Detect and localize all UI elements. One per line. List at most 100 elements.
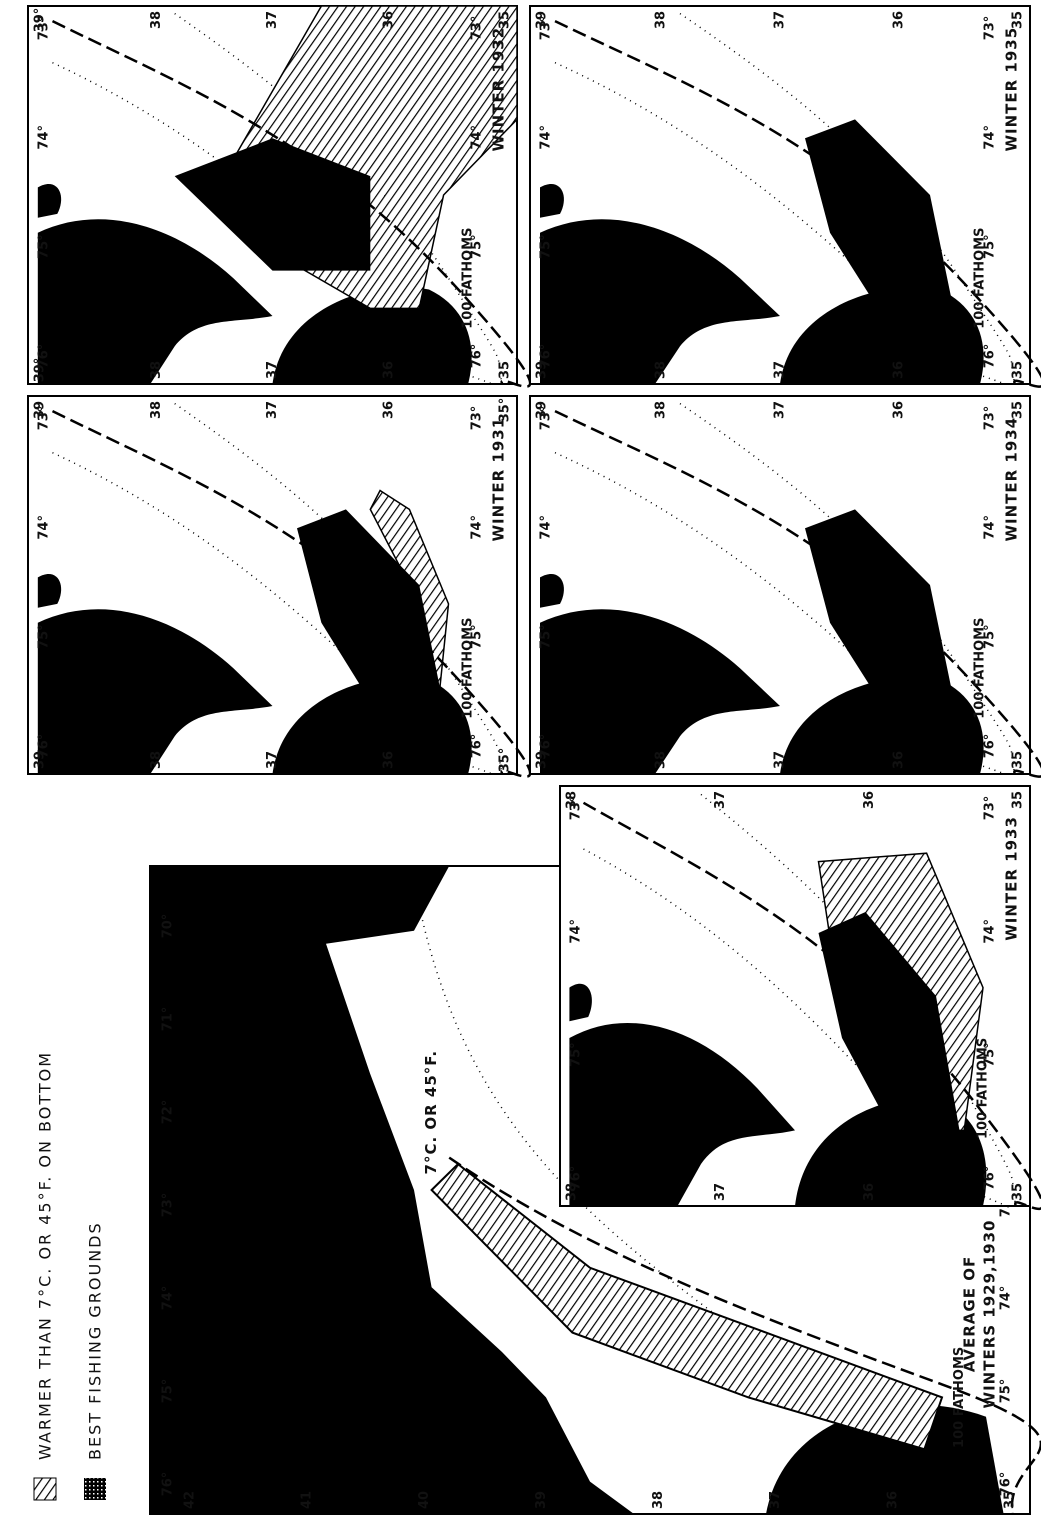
longitude-label: 76°	[37, 734, 52, 759]
longitude-label: 73°	[539, 406, 554, 431]
latitude-label: 36	[892, 401, 907, 419]
longitude-label: 74°	[569, 919, 584, 944]
longitude-label: 75°	[983, 234, 998, 259]
latitude-label: 35°	[498, 748, 513, 773]
longitude-label: 76°	[161, 1472, 176, 1497]
latitude-label: 37	[265, 401, 280, 419]
latitude-label: 35	[1011, 361, 1026, 379]
panel-title: WINTER 1931	[490, 417, 508, 542]
latitude-label: 36	[892, 361, 907, 379]
latitude-label: 38	[149, 401, 164, 419]
longitude-label: 73°	[983, 406, 998, 431]
map-panel: 100 FATHOMS3939383837373636353576°76°75°…	[530, 6, 1041, 387]
latitude-label: 37	[265, 361, 280, 379]
panel-title: WINTER 1933	[1003, 816, 1021, 941]
latitude-label: 39	[534, 1491, 549, 1509]
latitude-label: 37	[713, 1183, 728, 1201]
land	[38, 574, 61, 608]
latitude-label: 35	[1011, 751, 1026, 769]
panel-title: WINTER 1934	[1003, 417, 1021, 542]
latitude-label: 35	[1011, 11, 1026, 29]
latitude-label: 36	[862, 791, 877, 809]
legend-label: BEST FISHING GROUNDS	[86, 1221, 105, 1460]
latitude-label: 37	[773, 751, 788, 769]
longitude-label: 73°	[983, 16, 998, 41]
longitude-label: 75°	[983, 1042, 998, 1067]
longitude-label: 76°	[983, 1166, 998, 1191]
longitude-label: 74°	[37, 515, 52, 540]
longitude-label: 76°	[470, 344, 485, 369]
latitude-label: 37	[768, 1491, 783, 1509]
longitude-label: 73°	[37, 16, 52, 41]
longitude-label: 76°	[983, 344, 998, 369]
figure: WARMER THAN 7°C. OR 45°F. ON BOTTOM BEST…	[0, 0, 1041, 1522]
latitude-label: 37	[773, 401, 788, 419]
map-title: AVERAGE OF	[961, 1256, 979, 1372]
latitude-label: 37	[773, 11, 788, 29]
latitude-label: 36	[862, 1183, 877, 1201]
panel-title: WINTER 1932	[490, 27, 508, 152]
longitude-label: 75°	[539, 234, 554, 259]
land	[540, 184, 564, 218]
longitude-label: 76°	[999, 1472, 1014, 1497]
latitude-label: 37	[773, 361, 788, 379]
longitude-label: 75°	[161, 1379, 176, 1404]
latitude-label: 35	[1011, 401, 1026, 419]
latitude-label: 35	[1011, 791, 1026, 809]
latitude-label: 41	[300, 1491, 315, 1509]
legend-swatch-fishing	[84, 1478, 106, 1500]
longitude-label: 73°	[37, 406, 52, 431]
latitude-label: 37	[265, 11, 280, 29]
latitude-label: 36	[381, 11, 396, 29]
latitude-label: 36	[381, 361, 396, 379]
longitude-label: 73°	[569, 796, 584, 821]
longitude-label: 75°	[470, 234, 485, 259]
land	[569, 984, 591, 1021]
legend-swatch-warm	[34, 1478, 56, 1500]
longitude-label: 75°	[37, 234, 52, 259]
longitude-label: 75°	[999, 1379, 1014, 1404]
latitude-label: 35	[1011, 1183, 1026, 1201]
longitude-label: 75°	[470, 624, 485, 649]
longitude-label: 74°	[539, 125, 554, 150]
latitude-label: 38	[654, 361, 669, 379]
longitude-label: 75°	[539, 624, 554, 649]
longitude-label: 74°	[983, 919, 998, 944]
latitude-label: 38	[149, 361, 164, 379]
latitude-label: 38	[654, 401, 669, 419]
latitude-label: 36	[892, 11, 907, 29]
latitude-label: 37	[265, 751, 280, 769]
latitude-label: 36	[885, 1491, 900, 1509]
latitude-label: 35	[498, 361, 513, 379]
longitude-label: 75°	[569, 1042, 584, 1067]
map-panel: 100 FATHOMS39°39°383837373636353576°76°7…	[28, 6, 530, 387]
longitude-label: 74°	[983, 515, 998, 540]
longitude-label: 74°	[539, 515, 554, 540]
longitude-label: 76°	[569, 1166, 584, 1191]
longitude-label: 76°	[539, 344, 554, 369]
latitude-label: 40	[417, 1491, 432, 1509]
latitude-label: 36	[381, 401, 396, 419]
latitude-label: 38	[149, 11, 164, 29]
longitude-label: 74°	[999, 1286, 1014, 1311]
latitude-label: 37	[713, 791, 728, 809]
longitude-label: 76°	[539, 734, 554, 759]
latitude-label: 36	[892, 751, 907, 769]
longitude-label: 76°	[983, 734, 998, 759]
longitude-label: 74°	[470, 515, 485, 540]
panel-title: WINTER 1935	[1003, 27, 1021, 152]
legend: WARMER THAN 7°C. OR 45°F. ON BOTTOM BEST…	[34, 1051, 106, 1500]
longitude-label: 76°	[37, 344, 52, 369]
longitude-label: 73°	[470, 406, 485, 431]
map-panel: 100 FATHOMS3939383837373636353576°76°75°…	[530, 396, 1041, 777]
longitude-label: 74°	[37, 125, 52, 150]
longitude-label: 72°	[161, 1100, 176, 1125]
map-title: WINTERS 1929,1930	[981, 1220, 999, 1409]
longitude-label: 73°	[539, 16, 554, 41]
isotherm-label: 7°C. OR 45°F.	[422, 1050, 440, 1175]
legend-label: WARMER THAN 7°C. OR 45°F. ON BOTTOM	[36, 1051, 55, 1460]
longitude-label: 76°	[470, 734, 485, 759]
land	[38, 184, 61, 218]
map-panel: 100 FATHOMS383837373636353576°76°75°75°7…	[560, 786, 1041, 1209]
latitude-label: 36	[381, 751, 396, 769]
